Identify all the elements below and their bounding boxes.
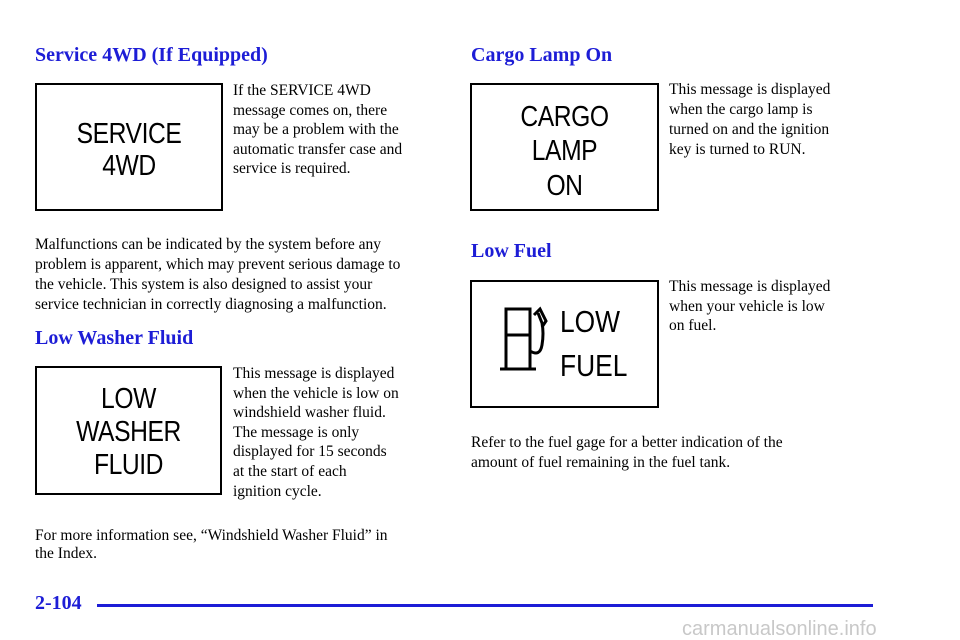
fuel-icon [500, 306, 548, 371]
description-line: turned on and the ignition [669, 121, 830, 138]
display-text: CARGO [520, 101, 609, 133]
description-line: automatic transfer case and [233, 140, 403, 158]
description-line: when the cargo lamp is [669, 101, 813, 118]
note-line: amount of fuel remaining in the fuel tan… [471, 454, 731, 471]
description-line: when the vehicle is low on [233, 384, 399, 402]
page-number: 2-104 [35, 592, 82, 614]
description-line: on fuel. [669, 317, 717, 334]
description-line: when your vehicle is low [669, 297, 825, 315]
message-display: SERVICE 4WD [35, 83, 223, 211]
display-text: LOW [101, 383, 156, 415]
display-text: FLUID [93, 449, 164, 481]
display-text: FUEL [560, 348, 628, 383]
note-line: the vehicle. This system is also designe… [35, 276, 373, 293]
description-line: service is required. [233, 160, 351, 177]
description-line: This message is displayed [669, 81, 831, 98]
description-line: may be a problem with the [233, 121, 399, 138]
description-line: ignition cycle. [233, 482, 322, 500]
display-text: 4WD [102, 150, 156, 182]
display-text: WASHER [76, 416, 181, 448]
description-line: The message is only [233, 423, 360, 441]
note-line: For more information see, “Windshield Wa… [35, 527, 388, 544]
note-line: Refer to the fuel gage for a better indi… [471, 434, 783, 451]
note-line: service technician in correctly diagnosi… [35, 296, 387, 313]
footer-rule [97, 604, 873, 607]
description-line: If the SERVICE 4WD [233, 82, 371, 99]
display-text: ON [546, 170, 583, 202]
message-display: LOW FUEL [470, 280, 659, 408]
note-line: problem is apparent, which may prevent s… [35, 256, 401, 273]
note-line: Malfunctions can be indicated by the sys… [35, 236, 382, 253]
description-line: at the start of each [233, 463, 347, 480]
description-line: This message is displayed [669, 278, 831, 295]
display-text: SERVICE [76, 118, 182, 150]
description-line: displayed for 15 seconds [233, 443, 387, 461]
description-line: key is turned to RUN. [669, 141, 806, 158]
section-heading: Low Fuel [471, 240, 552, 262]
watermark: carmanualsonline.info [682, 618, 877, 640]
section-heading: Service 4WD (If Equipped) [35, 44, 268, 66]
message-display: CARGO LAMP ON [470, 83, 659, 211]
description-line: message comes on, there [233, 101, 388, 119]
section-heading: Low Washer Fluid [35, 327, 194, 349]
note-line: the Index. [35, 545, 97, 562]
description-line: windshield washer fluid. [233, 404, 386, 422]
section-heading: Cargo Lamp On [471, 44, 613, 66]
display-text: LAMP [531, 135, 598, 167]
description-line: This message is displayed [233, 365, 395, 382]
display-text: LOW [560, 304, 621, 339]
message-display: LOW WASHER FLUID [35, 366, 222, 495]
